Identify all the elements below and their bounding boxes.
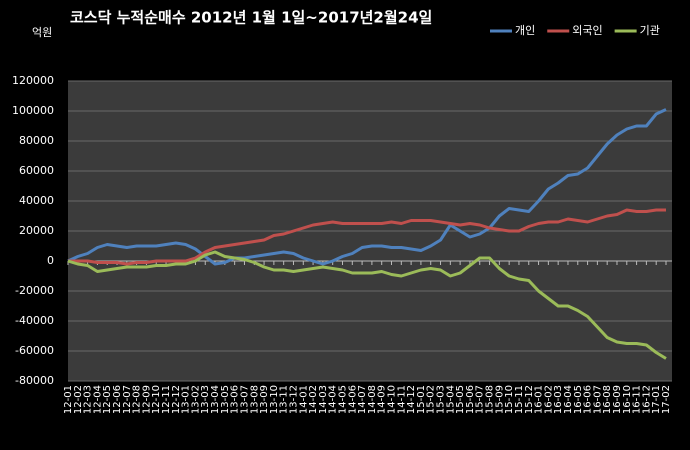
x-tick-label: 14-02 (308, 385, 319, 414)
x-tick-label: 16-08 (602, 385, 613, 414)
y-tick-label: 80000 (19, 134, 54, 147)
y-tick-label: 0 (47, 254, 54, 267)
x-tick-label: 14-05 (337, 385, 348, 414)
x-tick-label: 15-10 (504, 385, 515, 414)
x-tick-label: 13-03 (200, 385, 211, 414)
x-tick-label: 14-12 (406, 385, 417, 414)
y-tick-label: 20000 (19, 224, 54, 237)
x-tick-label: 14-04 (328, 385, 339, 414)
x-tick-label: 15-06 (465, 385, 476, 414)
x-tick-label: 14-09 (377, 385, 388, 414)
x-tick-label: 14-03 (318, 385, 329, 414)
x-tick-label: 15-09 (494, 385, 505, 414)
x-tick-label: 15-11 (514, 385, 525, 414)
x-tick-label: 15-07 (475, 385, 486, 414)
x-tick-label: 16-05 (573, 385, 584, 414)
series-line (67, 108, 667, 266)
x-tick-label: 15-05 (455, 385, 466, 414)
x-tick-label: 13-02 (190, 385, 201, 414)
y-tick-label: -40000 (15, 314, 54, 327)
x-tick-label: 13-07 (239, 385, 250, 414)
x-tick-label: 13-12 (288, 385, 299, 414)
y-axis-label: 억원 (32, 26, 52, 39)
series-line (67, 250, 667, 360)
x-tick-label: 13-08 (249, 385, 260, 414)
y-tick-label: 100000 (12, 104, 54, 117)
x-tick-label: 12-07 (122, 385, 133, 414)
x-tick-label: 16-10 (622, 385, 633, 414)
x-tick-label: 12-12 (171, 385, 182, 414)
x-tick-label: 15-01 (416, 385, 427, 414)
x-tick-label: 15-12 (524, 385, 535, 414)
x-tick-label: 13-09 (259, 385, 270, 414)
x-tick-label: 14-07 (357, 385, 368, 414)
x-tick-label: 14-01 (298, 385, 309, 414)
x-tick-label: 13-10 (269, 385, 280, 414)
x-tick-label: 16-11 (632, 385, 643, 414)
x-tick-label: 15-03 (436, 385, 447, 414)
legend-label: 개인 (515, 24, 535, 37)
x-tick-label: 15-08 (485, 385, 496, 414)
legend-label: 외국인 (572, 24, 602, 37)
y-tick-label: 120000 (12, 74, 54, 87)
x-tick-label: 17-02 (661, 385, 672, 414)
x-tick-label: 14-06 (347, 385, 358, 414)
x-tick-label: 14-11 (396, 385, 407, 414)
x-tick-label: 13-05 (220, 385, 231, 414)
x-tick-label: 12-01 (63, 385, 74, 414)
y-tick-label: 60000 (19, 164, 54, 177)
y-tick-label: -60000 (15, 344, 54, 357)
x-tick-label: 12-09 (141, 385, 152, 414)
x-tick-label: 16-09 (612, 385, 623, 414)
x-tick-label: 16-12 (641, 385, 652, 414)
x-tick-label: 16-04 (563, 385, 574, 414)
series-line (68, 208, 666, 266)
x-tick-label: 15-02 (426, 385, 437, 414)
x-tick-label: 13-06 (230, 385, 241, 414)
x-tick-label: 16-03 (553, 385, 564, 414)
x-tick-label: 12-03 (83, 385, 94, 414)
x-tick-label: 12-11 (161, 385, 172, 414)
x-tick-label: 12-10 (151, 385, 162, 414)
x-tick-label: 14-08 (367, 385, 378, 414)
x-tick-label: 15-04 (445, 385, 456, 414)
y-tick-label: -80000 (15, 374, 54, 387)
x-tick-label: 12-02 (73, 385, 84, 414)
x-tick-label: 14-10 (387, 385, 398, 414)
x-tick-label: 13-01 (181, 385, 192, 414)
x-tick-label: 12-05 (102, 385, 113, 414)
x-tick-label: 13-11 (279, 385, 290, 414)
y-tick-label: 40000 (19, 194, 54, 207)
chart-title: 코스닥 누적순매수 2012년 1월 1일~2017년2월24일 (70, 9, 432, 27)
x-tick-label: 16-07 (592, 385, 603, 414)
x-tick-label: 13-04 (210, 385, 221, 414)
x-tick-label: 16-01 (534, 385, 545, 414)
x-tick-label: 17-01 (651, 385, 662, 414)
x-tick-label: 12-06 (112, 385, 123, 414)
y-tick-label: -20000 (15, 284, 54, 297)
x-tick-label: 12-04 (92, 385, 103, 414)
legend-label: 기관 (640, 24, 660, 37)
x-tick-label: 12-08 (132, 385, 143, 414)
x-tick-label: 16-06 (583, 385, 594, 414)
x-tick-label: 16-02 (543, 385, 554, 414)
